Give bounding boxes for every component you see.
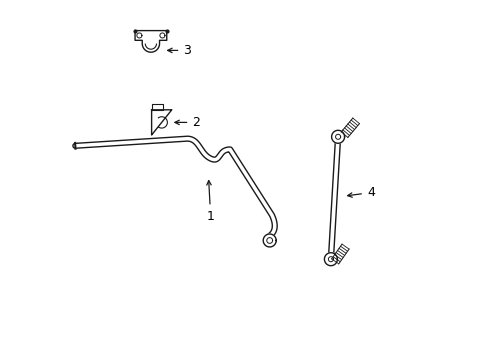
Text: 2: 2 [175, 116, 200, 129]
Polygon shape [160, 33, 164, 38]
Polygon shape [151, 104, 163, 110]
Polygon shape [331, 130, 344, 143]
Text: 3: 3 [167, 44, 191, 57]
Polygon shape [151, 110, 171, 135]
Polygon shape [324, 253, 337, 266]
Polygon shape [263, 234, 276, 247]
Polygon shape [135, 31, 166, 52]
Polygon shape [137, 33, 142, 38]
Text: 4: 4 [347, 186, 374, 199]
Text: 1: 1 [206, 181, 214, 222]
